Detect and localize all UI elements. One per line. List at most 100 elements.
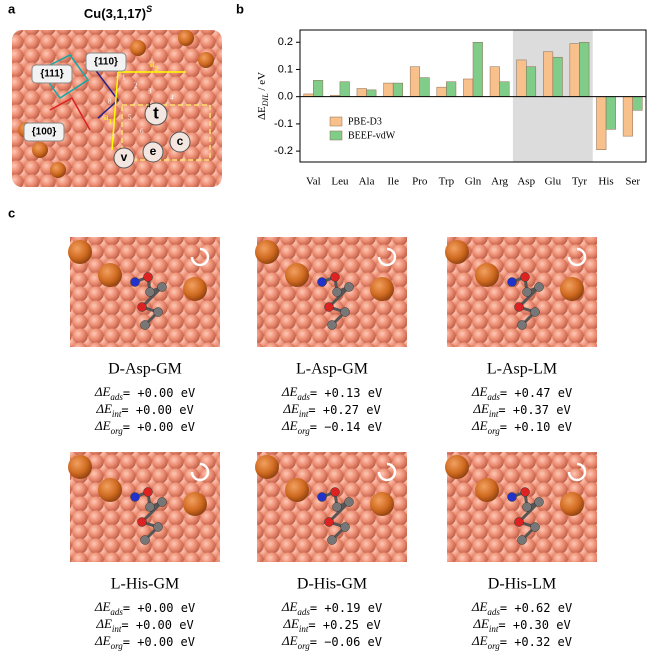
bar [579, 41, 590, 97]
y-label-sub: DIL [261, 93, 270, 107]
rotation-icon [567, 462, 587, 482]
title: Cu(3,1,17)S [84, 4, 152, 21]
atom [332, 502, 342, 512]
legend-swatch [329, 116, 343, 127]
energy-value: = +0.30 eV [498, 618, 570, 632]
energy-line: ΔEint= +0.00 eV [95, 401, 193, 419]
energy-symbol: ΔE [94, 418, 111, 433]
atom [145, 502, 155, 512]
atom [507, 277, 517, 287]
energy-sub: int [299, 624, 309, 634]
x-tick-label: Pro [412, 176, 428, 188]
step-atom [285, 478, 309, 502]
step-atom [370, 277, 394, 301]
energy-symbol: ΔE [471, 418, 488, 433]
bar [472, 41, 483, 97]
step-atom [475, 478, 499, 502]
y-label-main: ΔE [256, 106, 268, 120]
energy-sub: org [298, 426, 311, 436]
bar [339, 81, 350, 97]
plot-frame [299, 29, 647, 163]
y-tick-label: -0.2 [274, 145, 293, 157]
atom [520, 487, 530, 497]
energy-symbol: ΔE [94, 384, 111, 399]
site-sup: 4 [147, 102, 151, 110]
atom [324, 302, 334, 312]
step-atom [445, 455, 469, 479]
facet-outline [39, 54, 90, 100]
x-tick-label: Tyr [572, 176, 587, 188]
facet-box [31, 64, 73, 84]
atom [340, 522, 350, 532]
atom [157, 497, 167, 507]
energy-value: = +0.47 eV [500, 386, 572, 400]
energy-value: = +0.00 eV [123, 420, 195, 434]
legend-swatch [329, 130, 343, 141]
structure-name: L-Asp-GM [296, 361, 368, 378]
x-tick-label: Arg [491, 176, 508, 188]
energy-sub: org [298, 641, 311, 651]
atom [327, 320, 337, 330]
atom [317, 492, 327, 502]
structure-name: D-Asp-GM [108, 361, 182, 378]
atom [137, 517, 147, 527]
vector-label: a2 [150, 59, 158, 72]
atom [507, 492, 517, 502]
atom [145, 287, 155, 297]
atom [330, 272, 340, 282]
energy-value: = +0.37 eV [498, 403, 570, 417]
rotation-icon [190, 247, 210, 267]
step-atom [183, 492, 207, 516]
energy-line: ΔEads= +0.00 eV [94, 599, 195, 617]
row-number: 2 [134, 82, 138, 90]
energy-symbol: ΔE [471, 384, 488, 399]
bar [525, 66, 537, 97]
energy-line: ΔEorg= +0.00 eV [94, 633, 195, 651]
title-text: Cu(3,1,17) [84, 6, 146, 21]
energy-line: ΔEint= +0.30 eV [472, 616, 570, 634]
energy-value: = +0.00 eV [123, 601, 195, 615]
site-marker [142, 141, 164, 163]
vector-sub: 1 [108, 118, 112, 126]
x-tick-label: Ala [359, 176, 375, 188]
bar [596, 96, 607, 151]
site-label: v [121, 150, 128, 164]
energy-sub: ads [110, 392, 123, 402]
row-number: 1 [122, 74, 126, 82]
vector-symbol: a [104, 112, 109, 123]
step-atom [285, 263, 309, 287]
bar [622, 96, 633, 137]
site-marker [113, 147, 135, 169]
rotation-icon [567, 247, 587, 267]
site-marker [169, 131, 191, 153]
energy-line: ΔEads= +0.19 eV [281, 599, 382, 617]
step-atom [445, 240, 469, 264]
energy-sub: org [488, 426, 501, 436]
energy-sub: int [112, 624, 122, 634]
energy-value: = +0.32 eV [500, 635, 572, 649]
energy-symbol: ΔE [282, 401, 299, 416]
bar [516, 59, 527, 97]
vector-label: a1 [104, 112, 112, 125]
energy-value: = +0.25 eV [308, 618, 380, 632]
atom [143, 487, 153, 497]
energy-symbol: ΔE [281, 633, 298, 648]
panel-a: a Cu(3,1,17)S {111}{110}{100} tv ec4a2a11… [8, 1, 222, 187]
energy-sub: ads [297, 392, 310, 402]
atom [330, 487, 340, 497]
step-atom [560, 277, 584, 301]
atom [137, 302, 147, 312]
facet-outline [49, 96, 91, 131]
atom [534, 497, 544, 507]
energy-symbol: ΔE [281, 418, 298, 433]
atom [344, 282, 354, 292]
x-tick-label: Val [306, 176, 321, 188]
atom [514, 302, 524, 312]
bar [632, 96, 643, 111]
vector-symbol: a [150, 59, 155, 70]
atom [522, 502, 532, 512]
step-atom [255, 455, 279, 479]
legend-label: PBE-D3 [348, 116, 382, 127]
structure-name: D-His-GM [297, 576, 367, 593]
structure-name: L-Asp-LM [487, 361, 557, 378]
